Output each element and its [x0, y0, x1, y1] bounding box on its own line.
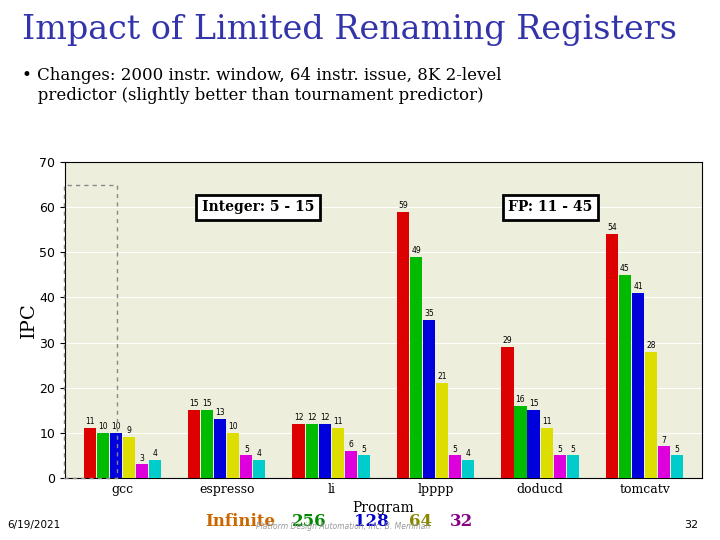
Bar — [528, 410, 539, 478]
Text: 3: 3 — [140, 454, 144, 463]
Text: 15: 15 — [189, 400, 199, 408]
Text: 12: 12 — [320, 413, 329, 422]
Text: 5: 5 — [361, 444, 366, 454]
Bar — [397, 212, 409, 478]
Bar — [606, 234, 618, 478]
Bar — [332, 428, 343, 478]
Bar — [305, 424, 318, 478]
Bar — [501, 347, 513, 478]
Bar — [645, 352, 657, 478]
Bar — [345, 451, 357, 478]
Bar — [96, 433, 109, 478]
Text: 5: 5 — [453, 444, 458, 454]
Bar — [449, 455, 462, 478]
Text: 28: 28 — [647, 341, 656, 350]
Text: 29: 29 — [503, 336, 512, 345]
Text: 4: 4 — [466, 449, 471, 458]
Bar — [214, 419, 226, 478]
Text: 21: 21 — [438, 372, 447, 381]
Text: 6: 6 — [348, 440, 354, 449]
Bar — [122, 437, 135, 478]
Bar — [358, 455, 370, 478]
Text: 4: 4 — [257, 449, 262, 458]
Bar — [84, 428, 96, 478]
Bar — [541, 428, 553, 478]
Bar — [632, 293, 644, 478]
Bar — [567, 455, 579, 478]
Text: 45: 45 — [620, 264, 630, 273]
Bar — [228, 433, 239, 478]
Text: 10: 10 — [111, 422, 120, 431]
Text: Infinite: Infinite — [205, 514, 275, 530]
Text: 5: 5 — [244, 444, 248, 454]
Bar — [253, 460, 266, 478]
Text: Impact of Limited Renaming Registers: Impact of Limited Renaming Registers — [22, 14, 677, 45]
Text: Integer: 5 - 15: Integer: 5 - 15 — [202, 200, 314, 214]
Bar — [423, 320, 435, 478]
Text: 12: 12 — [294, 413, 303, 422]
Text: 59: 59 — [398, 201, 408, 210]
Text: 11: 11 — [333, 417, 343, 427]
Text: 128: 128 — [354, 514, 389, 530]
Bar — [318, 424, 330, 478]
Bar — [514, 406, 526, 478]
Text: 16: 16 — [516, 395, 526, 404]
Bar — [188, 410, 200, 478]
Text: 35: 35 — [424, 309, 434, 318]
Text: 49: 49 — [411, 246, 421, 255]
Text: 11: 11 — [85, 417, 94, 427]
Text: 6/19/2021: 6/19/2021 — [7, 520, 60, 530]
Text: 11: 11 — [542, 417, 552, 427]
Bar — [149, 460, 161, 478]
Text: 15: 15 — [202, 400, 212, 408]
Bar — [109, 433, 122, 478]
Text: 256: 256 — [292, 514, 326, 530]
Text: 10: 10 — [228, 422, 238, 431]
Text: 13: 13 — [215, 408, 225, 417]
Bar — [240, 455, 253, 478]
Bar — [671, 455, 683, 478]
Bar — [201, 410, 213, 478]
Bar — [136, 464, 148, 478]
Bar — [554, 455, 566, 478]
Text: 32: 32 — [684, 520, 698, 530]
Bar — [658, 446, 670, 478]
Text: 54: 54 — [607, 224, 617, 232]
Text: 64: 64 — [409, 514, 432, 530]
Text: 15: 15 — [528, 400, 539, 408]
Y-axis label: IPC: IPC — [19, 302, 37, 338]
Bar — [64, 185, 117, 478]
Text: 5: 5 — [557, 444, 562, 454]
Text: 9: 9 — [126, 427, 131, 435]
Bar — [436, 383, 449, 478]
Text: 32: 32 — [450, 514, 473, 530]
Text: FP: 11 - 45: FP: 11 - 45 — [508, 200, 593, 214]
Text: • Changes: 2000 instr. window, 64 instr. issue, 8K 2-level: • Changes: 2000 instr. window, 64 instr.… — [22, 68, 501, 84]
Text: Platform Design Automation, Inc. B. Memman: Platform Design Automation, Inc. B. Memm… — [256, 522, 430, 531]
Text: 12: 12 — [307, 413, 316, 422]
Text: 5: 5 — [675, 444, 680, 454]
X-axis label: Program: Program — [353, 501, 414, 515]
Bar — [292, 424, 305, 478]
Text: 7: 7 — [662, 435, 667, 444]
Bar — [410, 257, 422, 478]
Text: 10: 10 — [98, 422, 107, 431]
Text: 5: 5 — [570, 444, 575, 454]
Text: 4: 4 — [153, 449, 158, 458]
Text: 41: 41 — [633, 282, 643, 291]
Text: predictor (slightly better than tournament predictor): predictor (slightly better than tourname… — [22, 87, 483, 104]
Bar — [619, 275, 631, 478]
Bar — [462, 460, 474, 478]
